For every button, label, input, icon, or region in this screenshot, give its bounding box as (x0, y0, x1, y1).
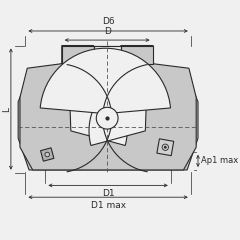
Text: Ap1 max: Ap1 max (201, 156, 238, 165)
Circle shape (45, 152, 49, 157)
Text: D6: D6 (102, 18, 114, 26)
Polygon shape (89, 75, 147, 145)
Bar (94, 46, 121, 58)
Bar (94, 46, 121, 58)
Polygon shape (18, 64, 198, 170)
Wedge shape (40, 48, 170, 114)
Polygon shape (69, 75, 127, 145)
Text: D: D (104, 27, 111, 36)
Polygon shape (157, 139, 174, 156)
Polygon shape (20, 46, 196, 170)
Polygon shape (41, 148, 54, 161)
Text: L: L (2, 107, 11, 112)
Bar (62, 46, 153, 64)
Circle shape (96, 107, 118, 129)
Circle shape (162, 144, 168, 150)
Text: D1: D1 (102, 189, 114, 198)
Circle shape (164, 146, 167, 149)
Text: D1 max: D1 max (90, 201, 126, 210)
